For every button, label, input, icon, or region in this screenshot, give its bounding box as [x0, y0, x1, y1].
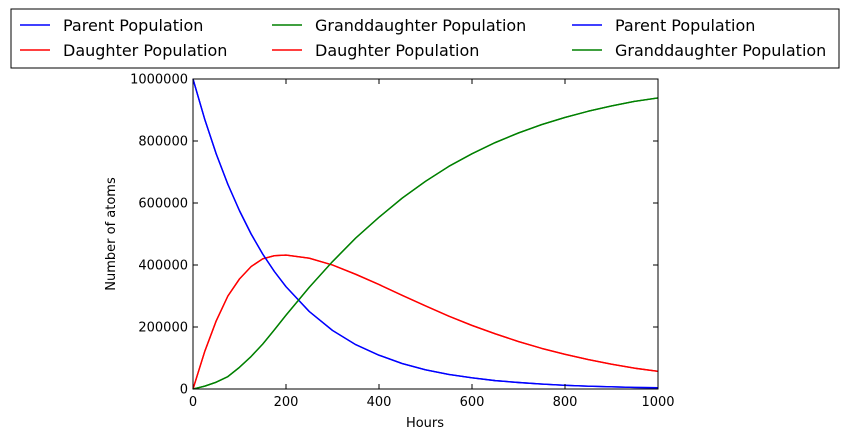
legend-entry-3: Daughter Population: [315, 41, 479, 60]
series-line-0: [192, 78, 659, 389]
x-tick-label: 400: [367, 395, 392, 410]
y-tick-label: 600000: [138, 197, 188, 212]
x-axis-label: Hours: [406, 416, 444, 431]
series-layer: [192, 78, 659, 390]
plot-frame: [192, 78, 659, 390]
legend: Parent Population Daughter Population Gran…: [10, 8, 840, 69]
series-line-4: [192, 78, 659, 389]
x-tick-label: 800: [553, 395, 578, 410]
series-line-5: [192, 97, 659, 390]
x-tick-label: 200: [274, 395, 299, 410]
legend-entry-5: Granddaughter Population: [615, 41, 826, 60]
y-tick-label: 200000: [138, 321, 188, 336]
series-line-2: [192, 97, 659, 390]
ticks-layer: 0 200 400 600 800 1000 0 200000 400000 600000 8000…: [130, 73, 674, 411]
series-line-1: [192, 254, 659, 390]
y-tick-label: 1000000: [130, 73, 188, 88]
x-tick-label: 0: [189, 395, 197, 410]
plot-area: 0 200 400 600 800 1000 0 200000 400000 600000 8000…: [130, 73, 674, 411]
x-tick-label: 600: [460, 395, 485, 410]
legend-entry-4: Parent Population: [615, 16, 755, 35]
y-tick-label: 0: [180, 383, 188, 398]
x-tick-label: 1000: [641, 395, 674, 410]
legend-frame: [10, 8, 840, 69]
legend-entry-0: Parent Population: [63, 16, 203, 35]
legend-entry-1: Daughter Population: [63, 41, 227, 60]
y-tick-label: 800000: [138, 135, 188, 150]
y-axis-label: Number of atoms: [104, 177, 119, 291]
legend-entry-2: Granddaughter Population: [315, 16, 526, 35]
series-line-3: [192, 254, 659, 390]
y-tick-label: 400000: [138, 259, 188, 274]
